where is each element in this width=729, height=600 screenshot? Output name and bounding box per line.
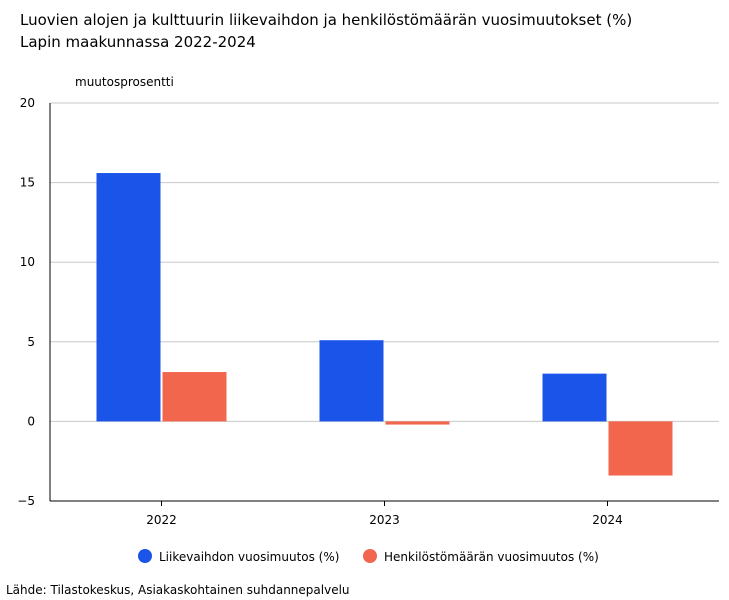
y-axis-unit-label: muutosprosentti xyxy=(75,75,174,89)
x-tick-label: 2023 xyxy=(369,513,400,527)
source-note: Lähde: Tilastokeskus, Asiakaskohtainen s… xyxy=(6,583,350,597)
bar-2023-series-1 xyxy=(319,340,384,422)
bar-2022-series-2 xyxy=(162,372,227,422)
y-tick-label: 5 xyxy=(27,335,35,349)
bar-2023-series-2 xyxy=(385,421,450,425)
x-tick-labels: 2022 2023 2024 xyxy=(146,501,623,527)
x-tick-label: 2022 xyxy=(146,513,177,527)
legend-marker-series-2 xyxy=(363,549,377,563)
bar-2024-series-1 xyxy=(542,373,607,422)
y-tick-label: 15 xyxy=(20,176,35,190)
y-tick-label: −5 xyxy=(17,494,35,508)
x-tick-label: 2024 xyxy=(592,513,623,527)
chart-title-line2: Lapin maakunnassa 2022-2024 xyxy=(20,33,256,51)
chart-title: Luovien alojen ja kulttuurin liikevaihdo… xyxy=(20,9,632,53)
legend-label-series-2: Henkilöstömäärän vuosimuutos (%) xyxy=(384,550,599,564)
bar-2024-series-2 xyxy=(608,421,673,476)
y-tick-label: 0 xyxy=(27,414,35,428)
y-tick-label: 20 xyxy=(20,96,35,110)
legend-label-series-1: Liikevaihdon vuosimuutos (%) xyxy=(159,550,339,564)
legend: Liikevaihdon vuosimuutos (%) Henkilöstömä… xyxy=(138,549,599,564)
y-tick-labels: 20 15 10 5 0 −5 xyxy=(17,96,35,508)
chart-title-line1: Luovien alojen ja kulttuurin liikevaihdo… xyxy=(20,11,633,29)
legend-marker-series-1 xyxy=(138,549,152,563)
bar-2022-series-1 xyxy=(96,173,161,422)
bars xyxy=(96,173,673,476)
y-tick-label: 10 xyxy=(20,255,35,269)
